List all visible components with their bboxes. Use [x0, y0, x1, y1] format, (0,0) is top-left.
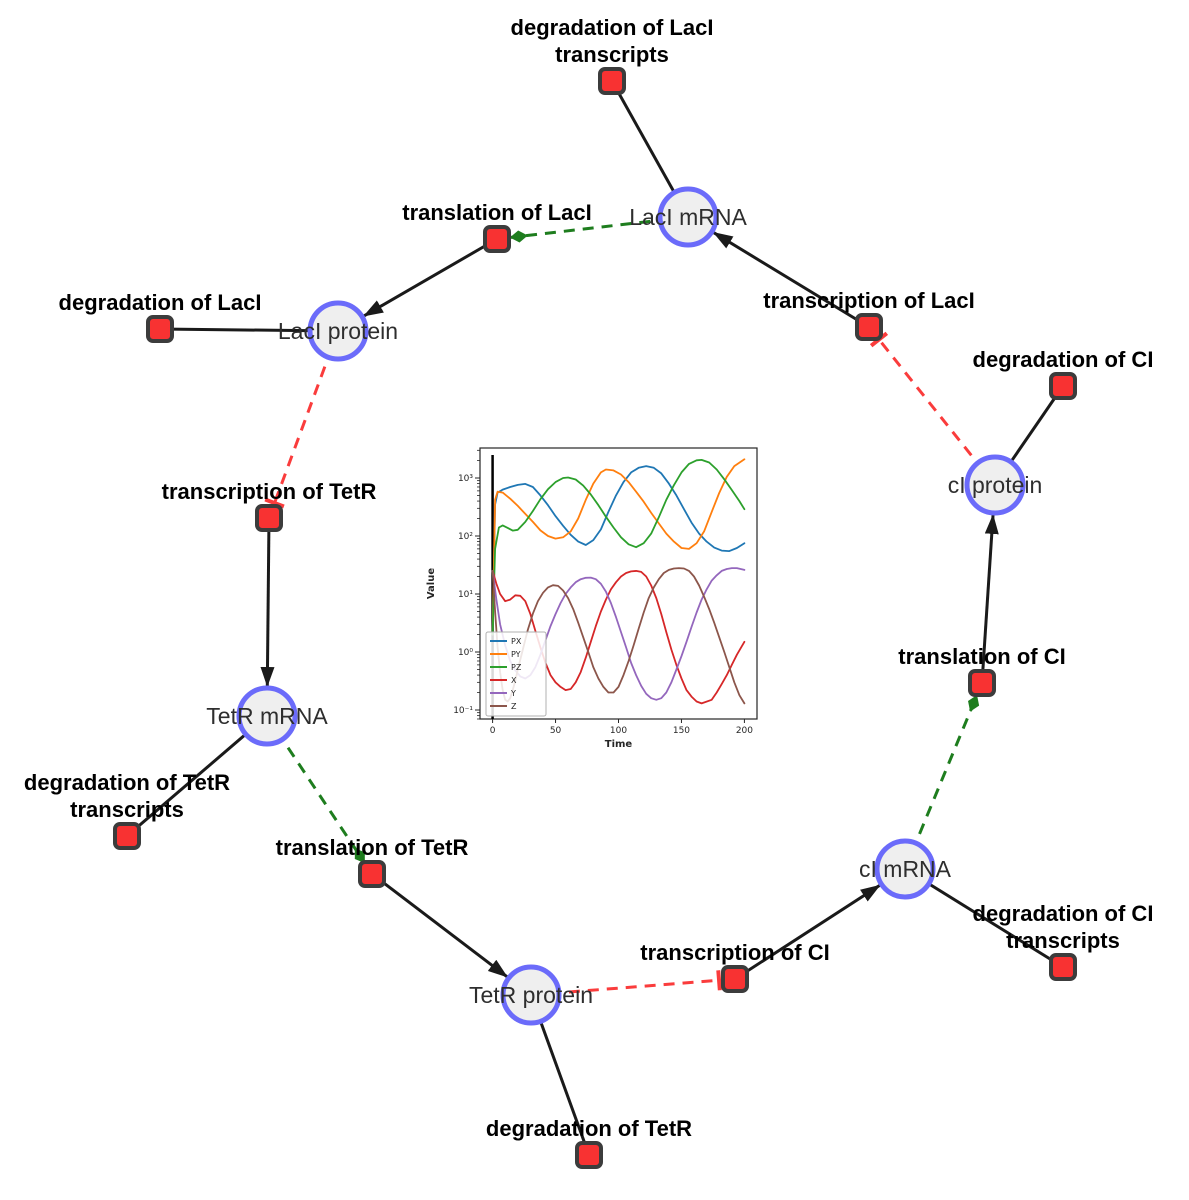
species-label-cI_protein: cI protein — [948, 472, 1043, 498]
edge-translation-cI_mRNA-transl_cI — [903, 695, 980, 870]
edge-production-transl_cI-cI_protein — [980, 513, 999, 684]
reaction-node-deg_cI[interactable] — [1049, 372, 1077, 400]
species-node-tetR_mRNA[interactable] — [236, 685, 298, 747]
edge-inhibition-tetR_protein-transcr_cI — [530, 970, 722, 997]
x-axis-label: Time — [605, 739, 633, 750]
legend-label-PX: PX — [511, 637, 522, 646]
edge-production-transl_tetR-tetR_protein — [371, 872, 509, 979]
edge-production-transcr_lacI-lacI_mRNA — [712, 231, 870, 329]
species-label-tetR_mRNA: TetR mRNA — [206, 703, 328, 729]
species-node-tetR_protein[interactable] — [500, 964, 562, 1026]
reaction-node-transl_tetR[interactable] — [358, 860, 386, 888]
reaction-node-transcr_cI[interactable] — [721, 965, 749, 993]
series-PZ — [491, 459, 746, 636]
x-tick-label: 150 — [673, 726, 690, 736]
reaction-label-transcr_tetR: transcription of TetR — [162, 479, 377, 504]
reaction-label-deg_cI_tr: degradation of CI transcripts — [973, 901, 1154, 953]
reaction-label-transcr_lacI: transcription of LacI — [763, 288, 974, 313]
x-tick-label: 50 — [550, 726, 562, 736]
edge-consumption-tetR_mRNA-deg_tetR_tr — [126, 714, 268, 838]
y-axis-label: Value — [426, 568, 437, 599]
reaction-label-deg_tetR: degradation of TetR — [486, 1116, 692, 1141]
x-tick-label: 0 — [490, 726, 496, 736]
reaction-label-deg_lacI_tr: degradation of LacI transcripts — [511, 15, 714, 67]
legend-label-Y: Y — [510, 689, 516, 698]
species-label-tetR_protein: TetR protein — [469, 982, 593, 1008]
y-tick-label: 10³ — [458, 474, 473, 484]
reaction-label-transl_tetR: translation of TetR — [276, 835, 469, 860]
reaction-label-transcr_cI: transcription of CI — [640, 940, 829, 965]
y-tick-label: 10¹ — [458, 590, 473, 600]
reaction-node-deg_lacI_tr[interactable] — [598, 67, 626, 95]
y-tick-label: 10⁻¹ — [453, 706, 473, 716]
y-tick-label: 10⁰ — [458, 648, 473, 658]
reaction-label-transl_lacI: translation of LacI — [402, 200, 591, 225]
edge-inhibition-cI_protein-transcr_lacI — [869, 331, 997, 486]
reaction-label-deg_cI: degradation of CI — [973, 347, 1154, 372]
reaction-node-deg_tetR_tr[interactable] — [113, 822, 141, 850]
simulation-chart: 0 50 100 150 200 10⁻¹ 10⁰ 10¹ 10² 10³ Time Value PX P… — [420, 425, 775, 760]
species-node-lacI_mRNA[interactable] — [657, 186, 719, 248]
species-label-lacI_protein: LacI protein — [278, 318, 398, 344]
reaction-node-transcr_tetR[interactable] — [255, 504, 283, 532]
reaction-label-transl_cI: translation of CI — [898, 644, 1065, 669]
labels-layer: degradation of LacI transcripts translatio… — [24, 15, 1154, 1141]
edge-consumption-cI_mRNA-deg_cI_tr — [904, 867, 1064, 969]
edge-production-transcr_tetR-tetR_mRNA — [260, 517, 275, 688]
series-PX — [491, 465, 746, 636]
species-node-lacI_protein[interactable] — [307, 300, 369, 362]
edge-production-transl_lacI-lacI_protein — [363, 237, 498, 318]
reaction-node-transcr_lacI[interactable] — [855, 313, 883, 341]
species-node-cI_mRNA[interactable] — [874, 838, 936, 900]
reaction-node-transl_lacI[interactable] — [483, 225, 511, 253]
reaction-label-deg_tetR_tr: degradation of TetR transcripts — [24, 770, 230, 822]
nodes-layer — [113, 67, 1077, 1169]
reaction-label-deg_lacI: degradation of LacI — [59, 290, 262, 315]
species-node-cI_protein[interactable] — [964, 454, 1026, 516]
species-label-lacI_mRNA: LacI mRNA — [629, 204, 747, 230]
legend-label-Z: Z — [511, 702, 517, 711]
reaction-node-deg_cI_tr[interactable] — [1049, 953, 1077, 981]
y-tick-label: 10² — [458, 532, 473, 542]
x-tick-label: 200 — [736, 726, 753, 736]
series-PY — [491, 458, 746, 636]
edge-production-transcr_cI-cI_mRNA — [734, 884, 881, 981]
legend-label-PZ: PZ — [511, 663, 522, 672]
species-label-cI_mRNA: cI mRNA — [859, 856, 952, 882]
reaction-node-deg_tetR[interactable] — [575, 1141, 603, 1169]
legend-label-PY: PY — [511, 650, 521, 659]
legend-label-X: X — [511, 676, 517, 685]
x-tick-label: 100 — [610, 726, 627, 736]
reaction-node-transl_cI[interactable] — [968, 669, 996, 697]
reaction-node-deg_lacI[interactable] — [146, 315, 174, 343]
edge-inhibition-lacI_protein-transcr_tetR — [264, 330, 340, 509]
